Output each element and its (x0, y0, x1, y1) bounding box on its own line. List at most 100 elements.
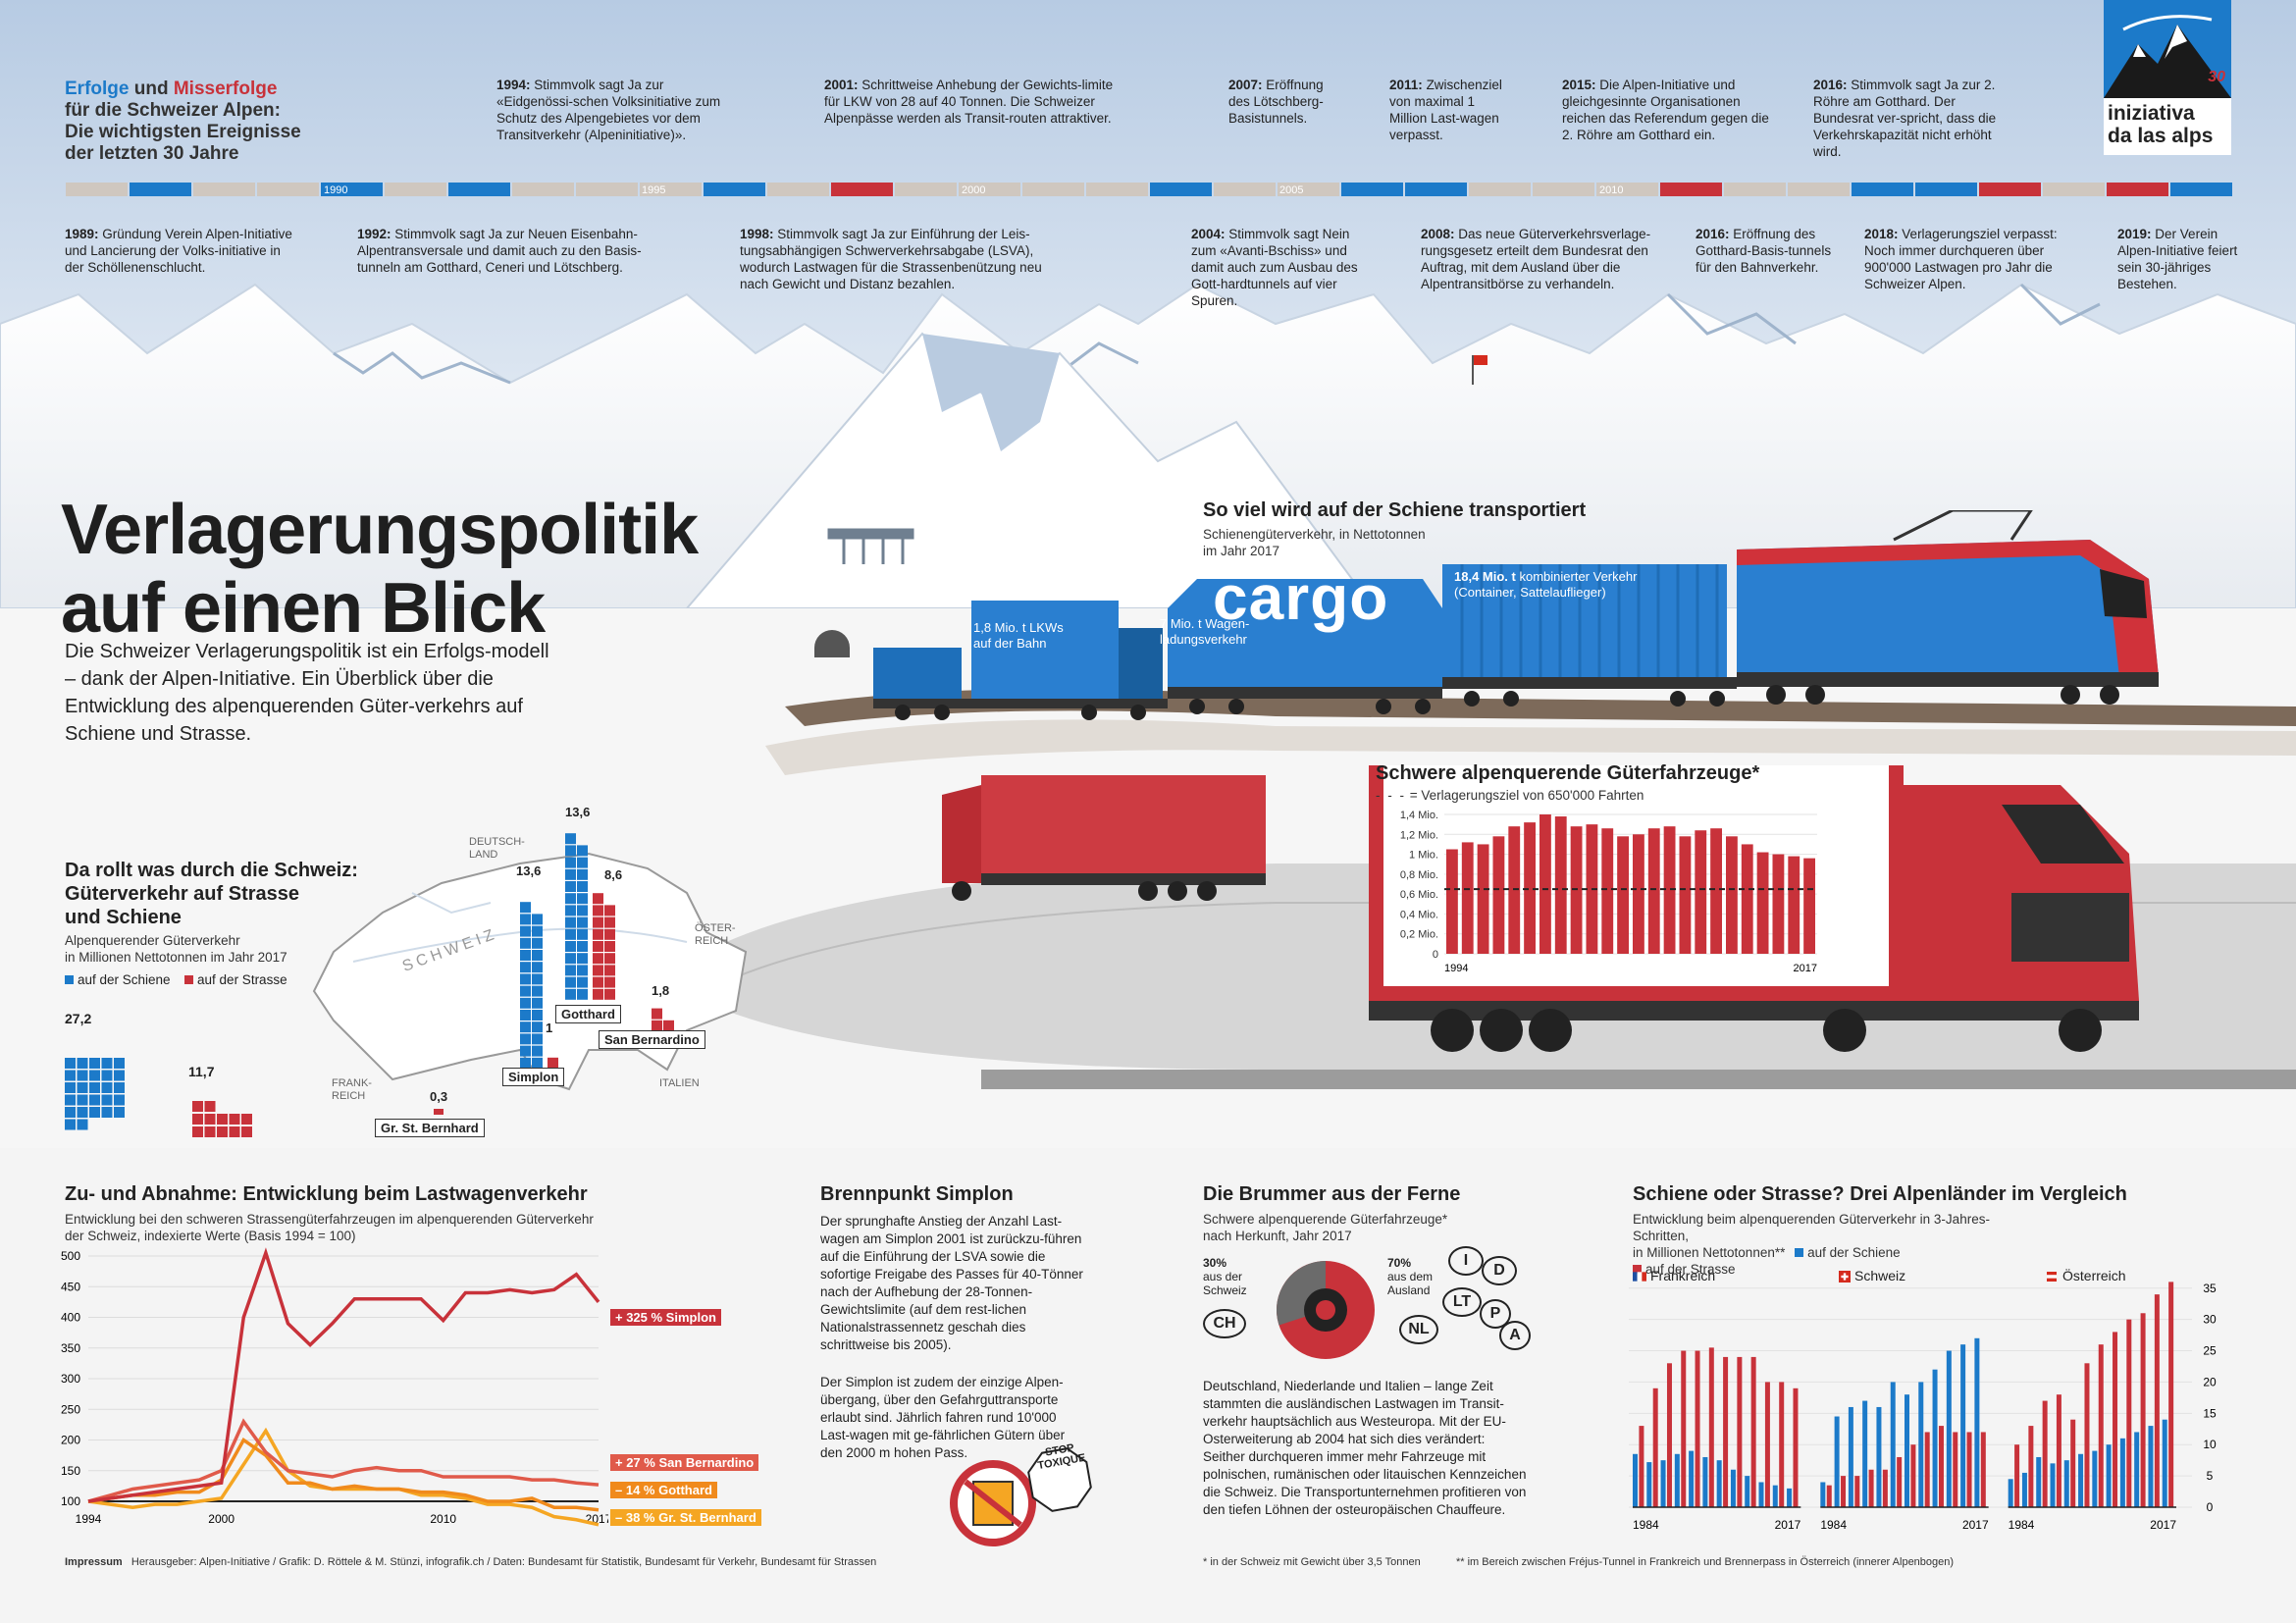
gotthard-road-square (593, 905, 603, 916)
timeline-segment (576, 183, 638, 196)
truck-bar (1663, 826, 1676, 954)
timeline-segment (1469, 183, 1531, 196)
timeline-event-2011: 2011: Zwischenziel von maximal 1 Million… (1389, 78, 1502, 142)
gotthard-road-square (593, 953, 603, 965)
total-rail-square (114, 1070, 125, 1081)
simplon-rail-square (532, 950, 543, 961)
gotthard-rail-square (577, 893, 588, 905)
truck-bar (1477, 844, 1489, 954)
locomotive (1737, 510, 2159, 705)
rail-bar (2008, 1479, 2013, 1507)
truck-bar (1508, 826, 1521, 954)
simplon-rail-square (520, 1010, 531, 1021)
index-label-grstbernhard: – 38 % Gr. St. Bernhard (610, 1509, 761, 1526)
road-bar (1841, 1476, 1847, 1507)
series-line (87, 1247, 600, 1503)
timeline-segment (1214, 183, 1276, 196)
logo-badge: 30 (2208, 69, 2225, 85)
y-tick-label: 0 (2207, 1500, 2214, 1514)
page-title: Verlagerungspolitik auf einen Blick (61, 491, 699, 648)
total-road-square (217, 1114, 228, 1125)
truck-bar (1803, 858, 1815, 954)
rail-title: So viel wird auf der Schiene transportie… (1203, 499, 1587, 521)
rail-bar (2162, 1419, 2167, 1507)
total-road-square (192, 1126, 203, 1137)
gotthard-road-square (593, 988, 603, 1000)
total-rail-square (65, 1094, 76, 1106)
gotthard-rail-square (565, 988, 576, 1000)
rail-bar (1758, 1482, 1764, 1507)
simplon-rail-square (532, 1057, 543, 1069)
truck-bar (1756, 852, 1769, 954)
timeline-segment (1852, 183, 1913, 196)
timeline-heading-line2: für die Schweizer Alpen: (65, 100, 281, 121)
footer-note-2: ** im Bereich zwischen Fréjus-Tunnel in … (1456, 1556, 1955, 1568)
road-bar (2042, 1400, 2048, 1507)
x-tick-last: 2017 (1962, 1518, 1989, 1532)
timeline-event-1989: 1989: Gründung Verein Alpen-Initiative u… (65, 227, 292, 275)
road-bar (1779, 1382, 1785, 1507)
compare-subtitle: Entwicklung beim alpenquerenden Güterver… (1633, 1212, 1990, 1277)
train-illustration (873, 510, 2159, 720)
rail-bar (1932, 1369, 1938, 1507)
grstbernhard-road-square (434, 1109, 444, 1115)
rail-bar (1674, 1453, 1680, 1507)
timeline-segment (321, 183, 383, 196)
y-tick-label: 10 (2203, 1438, 2217, 1451)
truck-bar (1539, 814, 1551, 954)
road-bar (1826, 1485, 1832, 1507)
gotthard-road-square (593, 941, 603, 952)
timeline-segment (1150, 183, 1212, 196)
total-rail-square (77, 1119, 88, 1130)
road-bar (1980, 1432, 1986, 1507)
y-tick-label: 0,2 Mio. (1400, 929, 1438, 941)
timeline-segment (1596, 183, 1658, 196)
road-bar (1854, 1476, 1860, 1507)
map-country-it: ITALIEN (659, 1077, 700, 1089)
origin-subtitle: Schwere alpenquerende Güterfahrzeuge* nac… (1203, 1212, 1448, 1243)
total-road-square (229, 1126, 240, 1137)
road-bar (1723, 1356, 1729, 1507)
road-bar (1924, 1432, 1930, 1507)
truck-chart-title: Schwere alpenquerende Güterfahrzeuge* (1376, 762, 1760, 784)
rail-bar (2134, 1432, 2140, 1507)
rail-bar (1787, 1488, 1793, 1507)
intro-text: Die Schweizer Verlagerungspolitik ist ei… (65, 641, 549, 745)
wagon-containers (1442, 564, 1737, 707)
rail-bar (1646, 1462, 1652, 1507)
gotthard-rail-square (577, 965, 588, 976)
total-rail-square (101, 1070, 113, 1081)
total-road-square (241, 1126, 252, 1137)
gotthard-rail-square (565, 881, 576, 892)
grstbernhard-road-value: 0,3 (430, 1089, 448, 1104)
simplon-rail-square (520, 1045, 531, 1057)
y-tick-label: 1,4 Mio. (1400, 810, 1438, 821)
timeline-segment (640, 183, 702, 196)
y-tick-label: 400 (61, 1311, 80, 1325)
simplon-rail-square (520, 1033, 531, 1045)
timeline-segment (1086, 183, 1148, 196)
simplon-rail-square (532, 1021, 543, 1033)
y-tick-label: 0,8 Mio. (1400, 869, 1438, 881)
mountain-range (0, 283, 2296, 609)
rail-bar (1689, 1450, 1695, 1507)
logo-mountain-icon (2104, 0, 2231, 98)
total-rail-square (89, 1107, 100, 1118)
timeline-event-2004: 2004: Stimmvolk sagt Nein zum «Avanti-Bs… (1191, 227, 1358, 308)
gotthard-rail-square (577, 928, 588, 940)
total-rail-value: 27,2 (65, 1011, 92, 1026)
timeline-segment (895, 183, 957, 196)
timeline-year-2005: 2005 (1279, 184, 1304, 196)
rail-bar (2148, 1426, 2154, 1507)
timeline-segment (1788, 183, 1850, 196)
timeline-event-1992: 1992: Stimmvolk sagt Ja zur Neuen Eisenb… (357, 227, 642, 275)
road-bar (2056, 1394, 2061, 1507)
gotthard-road-square (604, 953, 615, 965)
timeline-event-2007: 2007: Eröffnung des Lötschberg-Basistunn… (1228, 78, 1324, 126)
timeline-segment (66, 183, 128, 196)
simplon-road-value: 1 (546, 1021, 553, 1035)
pass-label-simplon: Simplon (502, 1068, 565, 1086)
simplon-rail-square (532, 937, 543, 949)
y-tick-label: 30 (2203, 1313, 2217, 1327)
rail-bar (1876, 1406, 1882, 1507)
